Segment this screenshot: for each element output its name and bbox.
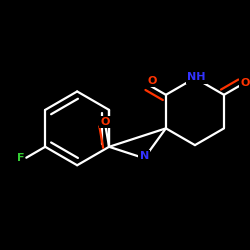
Text: O: O bbox=[241, 78, 250, 88]
Text: N: N bbox=[140, 151, 149, 161]
Text: NH: NH bbox=[187, 72, 206, 82]
Text: O: O bbox=[101, 117, 110, 127]
Text: O: O bbox=[147, 76, 156, 86]
Text: F: F bbox=[16, 153, 24, 163]
